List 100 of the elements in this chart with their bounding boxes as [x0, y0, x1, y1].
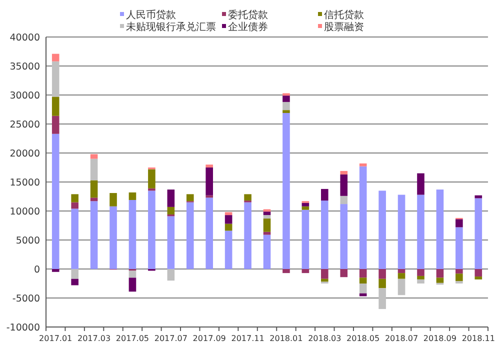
- bar: [224, 215, 232, 224]
- bar: [110, 206, 117, 269]
- bar: [224, 224, 232, 231]
- bar: [321, 188, 328, 201]
- bar: [263, 218, 271, 232]
- bar: [282, 110, 290, 113]
- bar: [90, 198, 98, 202]
- bar: [474, 269, 482, 277]
- bar: [71, 278, 78, 286]
- x-tick-label: 2017.09: [192, 334, 226, 343]
- bar: [359, 269, 367, 278]
- bar: [340, 170, 348, 174]
- x-tick-label: 2018.11: [462, 334, 495, 343]
- bar: [417, 269, 424, 276]
- x-tick-label: 2018.01: [270, 334, 303, 343]
- bar: [206, 198, 213, 269]
- bar: [456, 274, 463, 282]
- bar: [359, 284, 367, 294]
- bar: [282, 112, 290, 269]
- legend-label: 人民币贷款: [126, 9, 176, 21]
- bar: [263, 234, 271, 269]
- bar: [321, 200, 328, 269]
- y-tick-label: 25000: [10, 120, 40, 130]
- bar: [321, 269, 328, 279]
- bar: [128, 200, 136, 269]
- bar: [206, 164, 213, 168]
- bar: [302, 206, 310, 210]
- legend-label: 企业债券: [228, 21, 268, 33]
- bar: [359, 166, 367, 269]
- x-tick-label: 2017.11: [231, 334, 264, 343]
- bar: [90, 158, 98, 180]
- legend-label: 未贴现银行承兑汇票: [126, 21, 216, 33]
- bar: [244, 194, 252, 201]
- y-tick-label: 10000: [10, 206, 40, 218]
- bar: [378, 278, 386, 288]
- y-tick-label: 40000: [10, 32, 40, 44]
- bar: [359, 278, 367, 284]
- bar: [417, 276, 424, 280]
- x-tick-label: 2018.09: [423, 334, 457, 343]
- bar: [378, 288, 386, 310]
- legend-label: 股票融资: [324, 21, 364, 33]
- bar: [456, 219, 463, 228]
- bar: [378, 190, 386, 269]
- bar: [340, 204, 348, 269]
- x-tick-label: 2017.05: [116, 334, 150, 343]
- bar: [282, 102, 290, 110]
- bar: [224, 230, 232, 269]
- bar: [90, 201, 98, 269]
- bar: [263, 215, 271, 219]
- bar: [340, 174, 348, 196]
- bar: [359, 293, 367, 296]
- bar: [340, 269, 348, 278]
- bar: [456, 269, 463, 274]
- bar: [71, 269, 78, 279]
- bar: [71, 194, 78, 202]
- bar: [417, 279, 424, 284]
- y-tick-label: 5000: [16, 236, 40, 246]
- bar: [417, 194, 424, 269]
- bar: [456, 227, 463, 269]
- x-tick-label: 2018.03: [308, 334, 342, 343]
- bar: [263, 212, 271, 216]
- bar: [321, 278, 328, 282]
- bar: [71, 202, 78, 209]
- bar: [302, 269, 310, 274]
- bar: [110, 193, 117, 206]
- bar: [52, 61, 60, 97]
- bar: [224, 212, 232, 216]
- bar: [167, 269, 175, 281]
- bar: [302, 210, 310, 269]
- y-tick-label: 15000: [10, 178, 40, 188]
- bar: [90, 154, 98, 159]
- y-tick-label: -10000: [6, 322, 40, 334]
- bar: [52, 116, 60, 134]
- y-tick-label: 30000: [10, 90, 40, 102]
- bar: [474, 198, 482, 269]
- bar: [244, 202, 252, 269]
- bar: [282, 269, 290, 274]
- bar: [128, 270, 136, 278]
- bar: [186, 194, 194, 202]
- bar: [167, 216, 175, 269]
- bar: [148, 190, 156, 269]
- x-tick-label: 2018.07: [384, 334, 418, 343]
- x-tick-label: 2017.01: [39, 334, 72, 343]
- bar: [52, 54, 60, 62]
- bar: [340, 196, 348, 204]
- bar: [436, 269, 444, 278]
- bar: [148, 169, 156, 188]
- bar: [52, 96, 60, 116]
- bar: [71, 208, 78, 269]
- y-tick-label: 0: [34, 264, 40, 276]
- bar: [378, 269, 386, 279]
- x-tick-label: 2018.05: [346, 334, 380, 343]
- bar: [436, 278, 444, 283]
- bar: [398, 269, 406, 274]
- bar: [52, 269, 60, 272]
- legend-label: 委托贷款: [228, 9, 268, 21]
- y-tick-label: -5000: [12, 294, 40, 304]
- bar: [436, 190, 444, 269]
- bar: [359, 163, 367, 166]
- bar: [167, 190, 175, 207]
